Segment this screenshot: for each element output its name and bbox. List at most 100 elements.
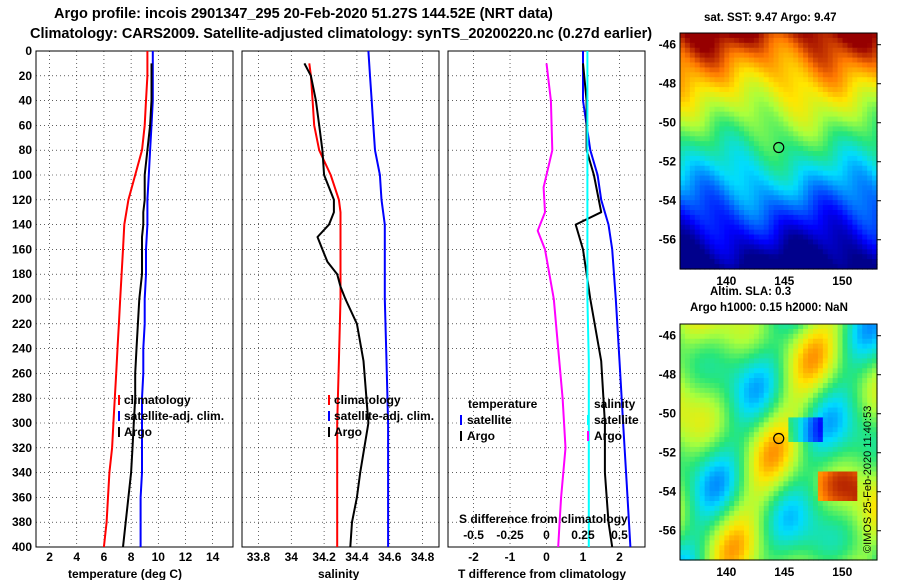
map-cell [704, 530, 711, 537]
map-cell [847, 180, 853, 187]
map-cell [763, 451, 770, 458]
map-cell [832, 67, 839, 73]
map-cell [773, 535, 780, 541]
map-cell [788, 550, 794, 556]
map-cell [812, 92, 819, 98]
map-cell [768, 185, 775, 191]
map-cell [680, 407, 686, 414]
map-cell [852, 116, 858, 123]
map-cell [788, 101, 794, 108]
map-cell [763, 264, 770, 270]
map-cell [768, 501, 775, 507]
map-cell [694, 205, 701, 211]
map-cell [788, 165, 794, 172]
map-cell [783, 412, 789, 419]
map-cell [748, 456, 755, 463]
map-cell [699, 383, 706, 389]
map-cell [803, 121, 809, 128]
map-cell [724, 324, 730, 330]
map-cell [734, 210, 740, 216]
map-cell [837, 442, 844, 448]
map-cell [852, 151, 858, 157]
map-cell [793, 259, 799, 265]
map-cell [739, 437, 745, 443]
map-cell [763, 33, 770, 39]
map-cell [852, 373, 858, 379]
map-cell [812, 427, 819, 433]
map-cell [803, 530, 809, 537]
map-cell [817, 422, 824, 428]
map-lon-label: 150 [832, 565, 852, 579]
map-cell [808, 37, 814, 44]
map-cell [788, 190, 794, 196]
map-cell [812, 363, 819, 369]
map-cell [699, 496, 706, 502]
map-cell [847, 190, 853, 196]
map-cell [872, 146, 878, 152]
map-cell [748, 210, 755, 216]
map-cell [793, 358, 799, 364]
map-cell [758, 160, 765, 167]
map-cell [793, 42, 799, 49]
map-cell [758, 116, 765, 123]
map-cell [773, 126, 780, 132]
map-cell [793, 239, 799, 246]
map-cell [832, 333, 839, 340]
map-cell [739, 348, 745, 355]
map-cell [872, 505, 878, 512]
map-cell [689, 343, 696, 350]
map-cell [847, 106, 853, 113]
map-cell [753, 165, 760, 172]
map-cell [798, 165, 804, 172]
map-cell [714, 229, 720, 236]
map-cell [808, 87, 814, 93]
map-cell [822, 180, 829, 187]
map-cell [872, 417, 878, 423]
map-cell [704, 491, 711, 497]
map-cell [788, 373, 794, 379]
map-cell [714, 170, 720, 177]
map-cell [832, 111, 839, 118]
map-cell [729, 52, 735, 59]
map-cell [768, 412, 775, 419]
map-cell [817, 437, 824, 443]
map-cell [822, 446, 829, 453]
map-cell [852, 101, 858, 108]
map-cell [852, 437, 858, 443]
map-cell [847, 520, 853, 527]
map-cell [699, 116, 706, 123]
map-cell [684, 328, 691, 335]
map-cell [793, 550, 799, 556]
map-cell [817, 146, 824, 152]
map-cell [803, 151, 809, 157]
map-cell [739, 358, 745, 364]
map-cell [694, 358, 701, 364]
map-cell [837, 126, 844, 132]
map-cell [827, 338, 834, 345]
map-cell [719, 550, 725, 556]
map-cell [817, 141, 824, 147]
map-cell [793, 343, 799, 350]
map-cell [680, 190, 686, 196]
map-cell [832, 72, 839, 78]
map-cell [788, 422, 794, 428]
map-cell [857, 461, 863, 468]
map-cell [753, 397, 760, 404]
map-cell [857, 496, 863, 502]
map-cell [778, 383, 785, 389]
map-cell [832, 82, 839, 88]
map-cell [699, 151, 706, 157]
map-cell [852, 141, 858, 147]
map-cell [788, 505, 794, 512]
map-cell [748, 195, 755, 201]
map-cell [862, 476, 868, 482]
map-cell [680, 101, 686, 108]
map-cell [778, 151, 785, 157]
map-cell [753, 545, 760, 551]
map-cell [734, 437, 740, 443]
map-cell [709, 402, 716, 409]
map-cell [832, 466, 839, 473]
map-cell [694, 378, 701, 384]
map-cell [852, 87, 858, 93]
map-cell [744, 254, 750, 260]
